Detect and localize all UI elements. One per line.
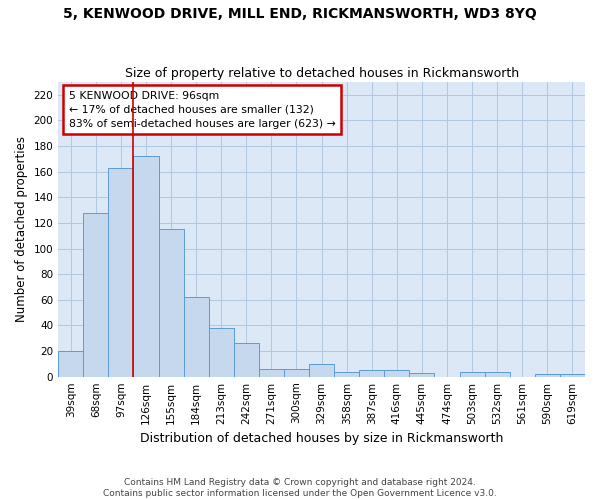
Bar [284,369,309,376]
Bar [460,372,485,376]
Bar [535,374,560,376]
Bar [184,298,209,376]
Text: Contains HM Land Registry data © Crown copyright and database right 2024.
Contai: Contains HM Land Registry data © Crown c… [103,478,497,498]
Y-axis label: Number of detached properties: Number of detached properties [15,136,28,322]
Bar [83,212,109,376]
Bar [234,344,259,376]
Bar [133,156,158,376]
Bar [209,328,234,376]
Bar [158,230,184,376]
Bar [334,372,359,376]
Bar [309,364,334,376]
Bar [385,370,409,376]
Bar [259,369,284,376]
Bar [485,372,510,376]
Text: 5 KENWOOD DRIVE: 96sqm
← 17% of detached houses are smaller (132)
83% of semi-de: 5 KENWOOD DRIVE: 96sqm ← 17% of detached… [69,91,335,129]
X-axis label: Distribution of detached houses by size in Rickmansworth: Distribution of detached houses by size … [140,432,503,445]
Text: 5, KENWOOD DRIVE, MILL END, RICKMANSWORTH, WD3 8YQ: 5, KENWOOD DRIVE, MILL END, RICKMANSWORT… [63,8,537,22]
Bar [409,373,434,376]
Bar [58,351,83,376]
Title: Size of property relative to detached houses in Rickmansworth: Size of property relative to detached ho… [125,66,518,80]
Bar [359,370,385,376]
Bar [109,168,133,376]
Bar [560,374,585,376]
